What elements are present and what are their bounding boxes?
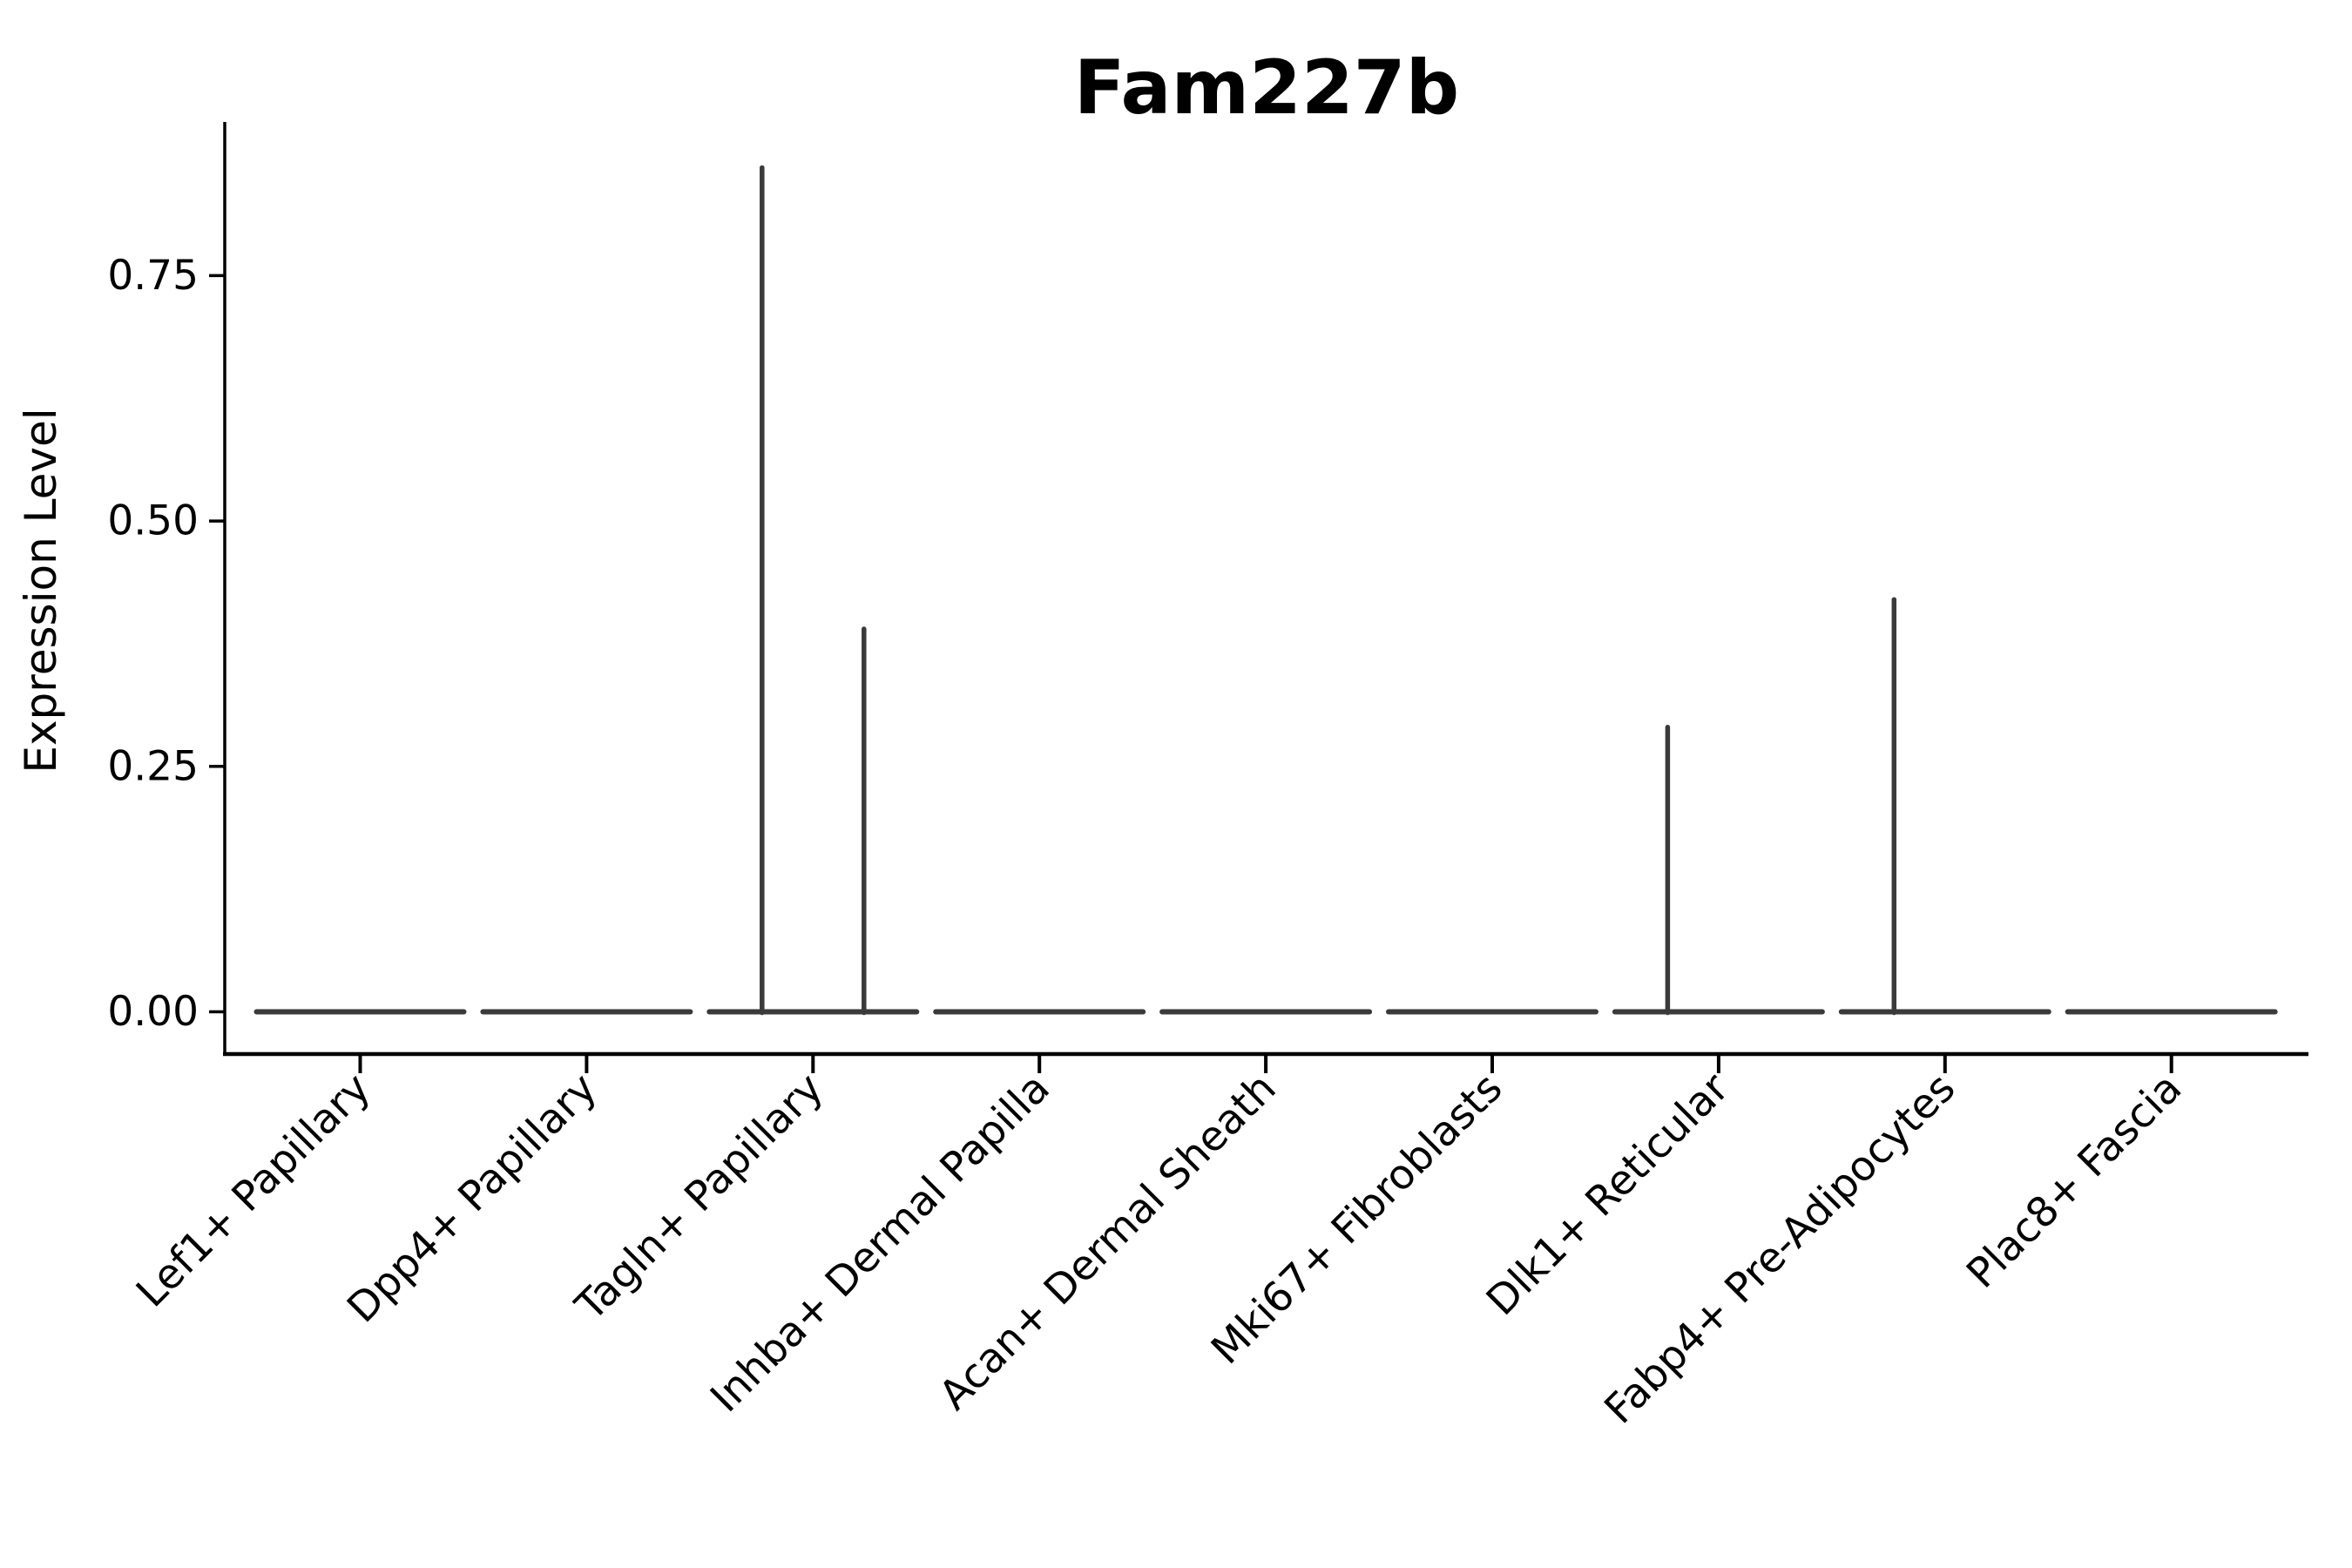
plot-title: Fam227b [1074, 44, 1459, 132]
y-axis-label: Expression Level [16, 408, 66, 773]
y-tick-label: 0.00 [107, 988, 199, 1036]
y-tick-label: 0.75 [107, 252, 199, 300]
x-tick-label: Lef1+ Papillary [127, 1064, 380, 1317]
y-tick-label: 0.50 [107, 497, 199, 545]
y-tick-label: 0.25 [107, 742, 199, 790]
x-tick-label: Dpp4+ Papillary [338, 1064, 606, 1333]
violins-layer [253, 165, 2278, 1016]
x-tick-label: Tagln+ Papillary [566, 1064, 833, 1331]
x-tick-label: Dlk1+ Reticular [1477, 1064, 1739, 1325]
y-axis: 0.00 0.25 0.50 0.75 [107, 122, 226, 1054]
x-tick-label: Plac8+ Fascia [1957, 1064, 2191, 1298]
